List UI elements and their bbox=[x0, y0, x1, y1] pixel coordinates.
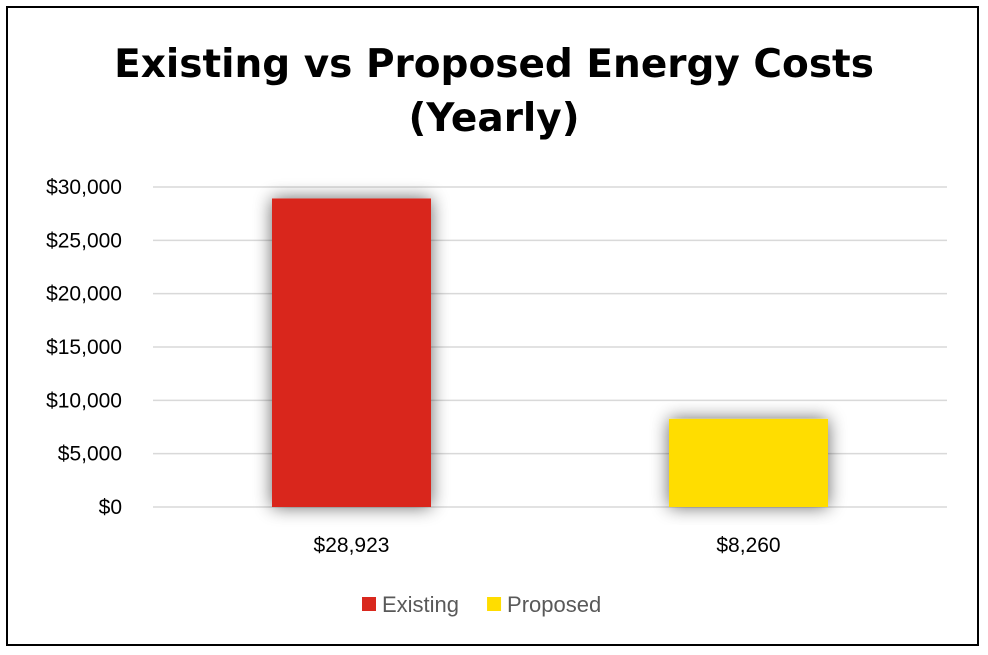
legend-label-proposed: Proposed bbox=[507, 592, 601, 617]
y-tick-label: $0 bbox=[99, 496, 122, 519]
y-tick-label: $10,000 bbox=[46, 389, 122, 412]
y-tick-label: $30,000 bbox=[46, 176, 122, 199]
bar-existing bbox=[272, 198, 431, 507]
legend-swatch-proposed bbox=[487, 597, 502, 611]
chart-title: Existing vs Proposed Energy Costs (Yearl… bbox=[0, 38, 988, 146]
y-tick-label: $5,000 bbox=[58, 443, 122, 466]
chart-title-line-2: (Yearly) bbox=[408, 96, 580, 141]
x-tick-label: $28,923 bbox=[314, 534, 390, 557]
x-tick-label: $8,260 bbox=[716, 534, 780, 557]
chart-frame bbox=[6, 6, 979, 646]
legend-swatch-existing bbox=[362, 597, 376, 611]
bar-proposed bbox=[669, 418, 828, 507]
chart-title-line-1: Existing vs Proposed Energy Costs bbox=[114, 42, 874, 87]
y-tick-label: $25,000 bbox=[46, 229, 122, 252]
y-tick-label: $15,000 bbox=[46, 336, 122, 359]
y-tick-label: $20,000 bbox=[46, 283, 122, 306]
legend-label-existing: Existing bbox=[382, 592, 459, 617]
